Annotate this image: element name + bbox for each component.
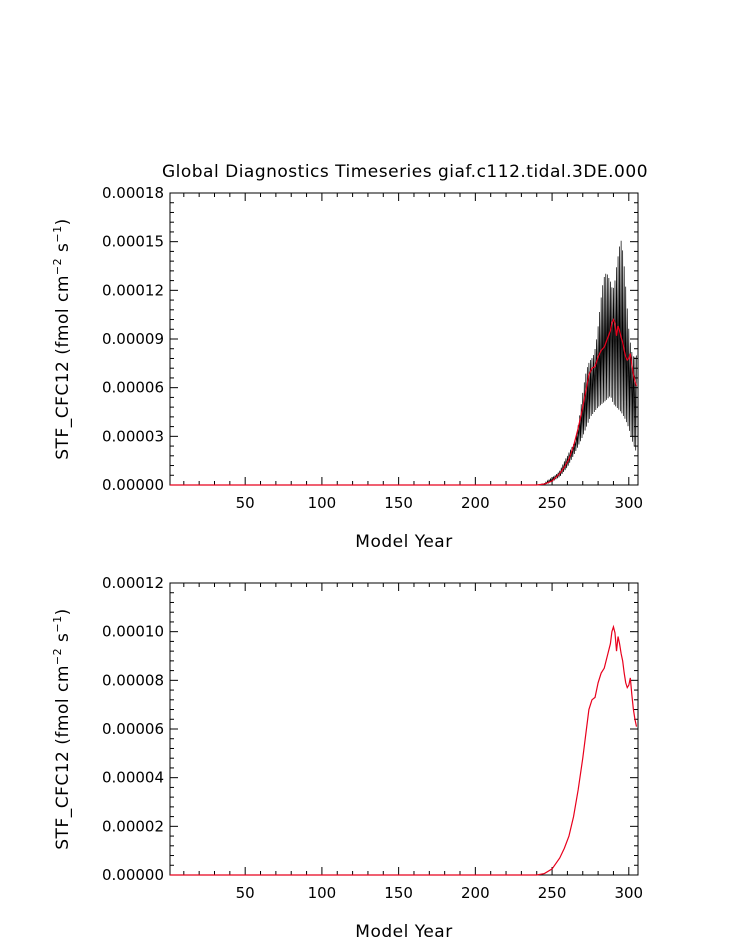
x-tick-label: 50 xyxy=(236,494,255,512)
x-tick-label: 250 xyxy=(538,494,567,512)
x-axis-title: Model Year xyxy=(355,532,452,552)
x-tick-label: 150 xyxy=(384,494,413,512)
y-axis-title: STF_CFC12 (fmol cm−2 s−1) xyxy=(51,608,73,849)
y-tick-label: 0.00018 xyxy=(102,184,164,202)
plot-frame xyxy=(169,582,639,876)
x-tick-label: 100 xyxy=(308,884,337,902)
x-tick-label: 250 xyxy=(538,884,567,902)
bottom-panel: 50 100 150 200 250 300 0.00000 0.00002 0.00004 0.… xyxy=(51,574,643,942)
top-panel: 50 100 150 200 250 300 0.00000 0.00003 0.00006 0.… xyxy=(51,184,643,552)
y-tick-label: 0.00003 xyxy=(102,427,164,445)
x-tick-label: 300 xyxy=(614,884,643,902)
y-tick-label: 0.00002 xyxy=(102,817,164,835)
y-tick-label: 0.00006 xyxy=(102,379,164,397)
y-tick-label: 0.00000 xyxy=(102,866,164,884)
x-axis-title: Model Year xyxy=(355,922,452,942)
x-tick-label: 150 xyxy=(384,884,413,902)
series-line-monthly xyxy=(170,240,637,486)
y-tick-label: 0.00004 xyxy=(102,769,164,787)
y-tick-label: 0.00012 xyxy=(102,574,164,592)
chart-title: Global Diagnostics Timeseries giaf.c112.… xyxy=(162,162,648,182)
y-axis-title: STF_CFC12 (fmol cm−2 s−1) xyxy=(51,218,73,459)
y-tick-label: 0.00008 xyxy=(102,671,164,689)
series-line-annual xyxy=(170,317,638,486)
x-tick-label: 100 xyxy=(308,494,337,512)
x-tick-label: 200 xyxy=(461,494,490,512)
plot-frame xyxy=(169,192,639,486)
series-line-annual xyxy=(170,624,638,876)
x-tick-label: 200 xyxy=(461,884,490,902)
x-tick-label: 300 xyxy=(614,494,643,512)
y-tick-label: 0.00009 xyxy=(102,330,164,348)
y-tick-label: 0.00006 xyxy=(102,720,164,738)
y-tick-label: 0.00010 xyxy=(102,623,164,641)
y-tick-label: 0.00000 xyxy=(102,476,164,494)
y-tick-label: 0.00015 xyxy=(102,233,164,251)
x-tick-label: 50 xyxy=(236,884,255,902)
y-tick-label: 0.00012 xyxy=(102,281,164,299)
